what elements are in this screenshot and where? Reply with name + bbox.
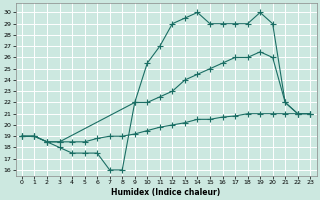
X-axis label: Humidex (Indice chaleur): Humidex (Indice chaleur) (111, 188, 221, 197)
